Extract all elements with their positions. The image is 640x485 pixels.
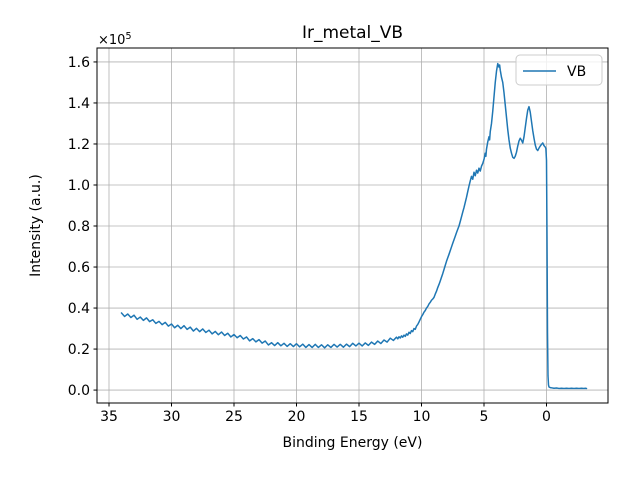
grid-lines: [97, 48, 608, 403]
y-tick-label: 0.8: [68, 219, 90, 235]
y-axis-label: Intensity (a.u.): [28, 174, 44, 277]
y-tick-label: 1.0: [68, 178, 90, 194]
x-tick-label: 5: [480, 409, 489, 425]
y-tick-label: 1.6: [68, 55, 90, 71]
y-tick-label: 1.2: [68, 137, 90, 153]
chart-title: Ir_metal_VB: [302, 23, 403, 43]
x-tick-label: 10: [413, 409, 431, 425]
x-tick-label: 35: [100, 409, 118, 425]
x-tick-label: 25: [225, 409, 243, 425]
legend-box: [515, 54, 603, 86]
axes-spines: [96, 47, 609, 404]
y-tick-label: 0.0: [68, 383, 90, 399]
x-axis-label: Binding Energy (eV): [283, 435, 423, 451]
plot-area: [97, 48, 608, 403]
x-tick-label: 15: [350, 409, 368, 425]
tick-marks: [93, 61, 547, 407]
vb-series-line: [120, 62, 588, 390]
y-axis-offset-text: ×105: [98, 31, 131, 48]
y-tick-label: 0.6: [68, 260, 90, 276]
legend-label: VB: [567, 64, 586, 80]
y-tick-label: 1.4: [68, 96, 90, 112]
x-tick-label: 0: [542, 409, 551, 425]
x-tick-label: 20: [288, 409, 306, 425]
x-tick-label: 30: [163, 409, 181, 425]
tick-labels: 35 30 25 20 15 10 5 0 0.0 0.2 0.4 0.6 0.8 1.0 1.2 1.4 1.…: [68, 55, 551, 425]
y-tick-label: 0.4: [68, 301, 90, 317]
y-tick-label: 0.2: [68, 342, 90, 358]
legend: VB: [515, 54, 603, 86]
